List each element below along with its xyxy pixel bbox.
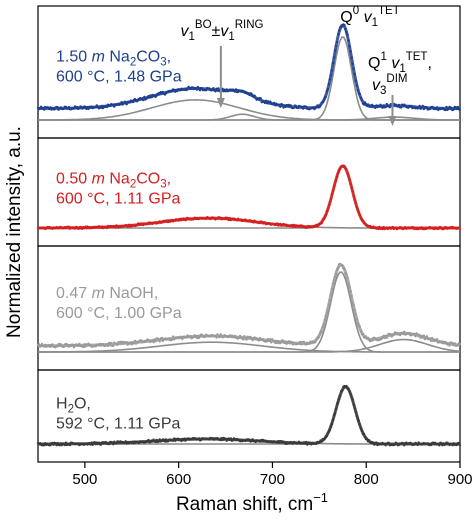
total-fit (38, 23, 460, 110)
sample-label-line1: 1.50 m Na2CO3, (56, 48, 171, 68)
total-fit (38, 385, 460, 446)
label-part: 1 (228, 31, 234, 43)
x-tick-label: 800 (354, 471, 379, 488)
label-part: DIM (386, 73, 407, 85)
label-part: 1 (399, 63, 405, 75)
label-part: 0.47 (56, 285, 92, 302)
x-axis-label-main: Raman shift, cm (176, 494, 313, 515)
label-part: Na (105, 170, 130, 187)
annotation-arrowhead (216, 98, 225, 108)
label-part: 3 (380, 85, 386, 97)
panel-2: 0.47 m NaOH, 600 °C, 1.00 GPa (36, 245, 462, 371)
label-part: 3 (160, 178, 166, 190)
label-part: 1 (380, 51, 386, 63)
annotation-q1-line2: v3DIM (372, 73, 408, 97)
label-part: 1 (372, 17, 378, 29)
label-part: NaOH, (105, 285, 158, 302)
label-part: v (372, 77, 381, 94)
label-part: ± (212, 23, 221, 40)
label-part: 2 (68, 404, 74, 416)
annotation-q0: Q0 v1TET (340, 5, 399, 29)
sample-label-line2: 592 °C, 1.11 GPa (56, 416, 181, 433)
label-part: Q (368, 55, 380, 72)
label-part: 2 (130, 56, 136, 68)
label-part: 2 (130, 178, 136, 190)
label-part: m (92, 170, 105, 187)
x-tick-label: 600 (166, 471, 191, 488)
label-part: CO (136, 48, 160, 65)
label-part: v (180, 23, 189, 40)
label-part: TET (378, 5, 400, 17)
fit-component-2 (38, 338, 461, 353)
label-part: , (427, 55, 431, 72)
label-part: v (220, 23, 229, 40)
label-part: CO (136, 170, 160, 187)
x-axis-label: Raman shift, cm−1 (176, 490, 328, 515)
fit-component-1 (38, 341, 460, 353)
label-part: RING (235, 19, 264, 31)
annotation-q1: Q1 v1TET, (368, 51, 432, 75)
total-fit (38, 263, 461, 348)
label-part: O, (74, 396, 91, 413)
label-part: v (364, 9, 373, 26)
panel-3: H2O,592 °C, 1.11 GPa (36, 369, 462, 463)
sample-label-line2: 600 °C, 1.00 GPa (56, 305, 182, 322)
label-part: , (167, 170, 171, 187)
label-part: 0.50 (56, 170, 92, 187)
sample-label-line2: 600 °C, 1.11 GPa (56, 190, 181, 207)
sample-label-line1: 0.47 m NaOH, (56, 285, 158, 302)
sample-label-line1: H2O, (56, 396, 91, 416)
label-part: , (167, 48, 171, 65)
label-part: 3 (160, 56, 166, 68)
y-axis-label: Normalized intensity, a.u. (4, 126, 25, 338)
x-tick-label: 900 (447, 471, 472, 488)
x-tick-label: 700 (260, 471, 285, 488)
label-part: m (92, 48, 105, 65)
panel-0: 1.50 m Na2CO3,600 °C, 1.48 GPa (36, 5, 462, 139)
panel-1: 0.50 m Na2CO3,600 °C, 1.11 GPa (36, 137, 462, 247)
label-part: Q (340, 9, 352, 26)
label-part: BO (195, 19, 212, 31)
panel-frame (37, 369, 461, 463)
x-axis-label-sup: −1 (313, 490, 328, 505)
sample-label-line1: 0.50 m Na2CO3, (56, 170, 171, 190)
x-axis: 500 600 700 800 900 (72, 462, 473, 488)
label-part: v (391, 55, 400, 72)
label-part: H (56, 396, 68, 413)
x-tick-label: 500 (72, 471, 97, 488)
annotation-arrowhead (388, 116, 397, 126)
annotation-bo-ring: v1BO±v1RING (180, 19, 263, 43)
label-part: 0 (353, 5, 359, 17)
label-part: m (92, 285, 105, 302)
total-fit (38, 164, 460, 230)
sample-label-line2: 600 °C, 1.48 GPa (56, 68, 182, 85)
label-part: 1.50 (56, 48, 92, 65)
label-part: Na (105, 48, 130, 65)
label-part: TET (406, 51, 428, 63)
label-part: 1 (188, 31, 194, 43)
